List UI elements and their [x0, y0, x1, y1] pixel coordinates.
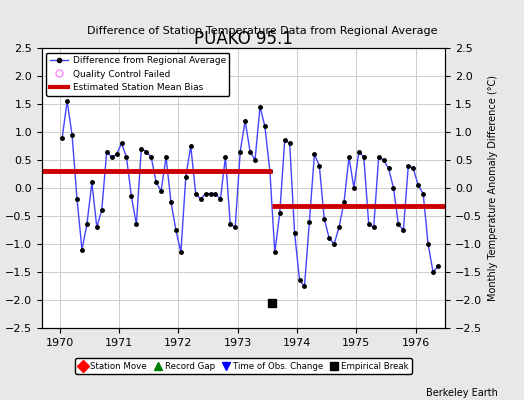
- Title: PUAKO 95.1: PUAKO 95.1: [194, 30, 293, 48]
- Text: Berkeley Earth: Berkeley Earth: [426, 388, 498, 398]
- Text: Difference of Station Temperature Data from Regional Average: Difference of Station Temperature Data f…: [87, 26, 437, 36]
- Legend: Station Move, Record Gap, Time of Obs. Change, Empirical Break: Station Move, Record Gap, Time of Obs. C…: [75, 358, 412, 374]
- Y-axis label: Monthly Temperature Anomaly Difference (°C): Monthly Temperature Anomaly Difference (…: [488, 75, 498, 301]
